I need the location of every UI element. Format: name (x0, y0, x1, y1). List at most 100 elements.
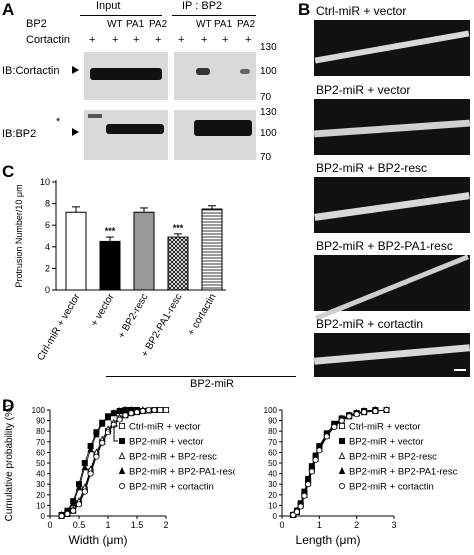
y-tick-label: 50 (36, 459, 45, 468)
series-5-point (290, 511, 297, 518)
plus-2: + (112, 34, 119, 46)
mw-bottom-130: 130 (260, 107, 277, 118)
y-tick-label: 10 (40, 177, 50, 187)
x-tick-label: 1 (105, 520, 110, 530)
legend-label-2: BP2-miR + vector (349, 437, 424, 448)
y-tick-label: 0 (45, 285, 50, 295)
bp2-row-label: BP2 (26, 18, 47, 30)
y-tick-label: 100 (32, 406, 46, 415)
y-axis-label: Protrusion Number/10 μm (14, 184, 24, 287)
lane-wt-input: WT (107, 19, 123, 30)
x-tick-label: 2 (354, 520, 359, 530)
mw-top-70: 70 (260, 92, 272, 103)
series-4-point (110, 409, 118, 417)
series-4-point (93, 430, 100, 438)
y-tick-label: 0 (273, 512, 278, 521)
series-5-point (64, 510, 71, 517)
legend-label-4: BP2-miR + BP2-PA1-resc (129, 467, 235, 478)
series-line-5 (292, 409, 387, 516)
y-tick-label: 70 (268, 438, 277, 447)
micrograph-bp2-cortactin (313, 333, 471, 377)
bp2-mir-group-label: BP2-miR (190, 378, 235, 390)
y-tick-label: 50 (268, 459, 277, 468)
legend-marker-2 (339, 438, 346, 445)
legend-label-5: BP2-miR + cortactin (129, 482, 214, 493)
series-5-point (312, 456, 319, 463)
legend-marker-5 (339, 483, 346, 490)
series-5-point (99, 439, 106, 446)
bp2-ip-blot (174, 110, 256, 160)
lane-wt-ip: WT (196, 19, 212, 30)
y-tick-label: 40 (268, 470, 277, 479)
series-5-point (133, 409, 140, 416)
x-tick-label: 1.5 (131, 520, 144, 530)
legend-marker-4 (338, 466, 346, 474)
category-label-5: + cortactin (186, 292, 219, 338)
series-4-point (69, 499, 77, 507)
series-5-point (293, 508, 300, 515)
panel-c-label: C (2, 162, 15, 181)
scale-bar (454, 369, 466, 371)
y-tick-label: 90 (268, 417, 277, 426)
lane-pa1-input: PA1 (126, 19, 145, 30)
bar-1 (65, 211, 87, 291)
y-tick-label: 10 (36, 501, 45, 510)
plus-8: + (245, 34, 252, 46)
legend-marker-5 (119, 483, 126, 490)
ip-group-label: IP : BP2 (182, 0, 223, 12)
series-4-point (98, 419, 106, 427)
plus-7: + (222, 34, 229, 46)
bar-5 (201, 208, 223, 291)
significance-star: * (108, 429, 112, 440)
micrograph-4-title: BP2-miR + BP2-PA1-resc (316, 239, 453, 253)
series-1-point (162, 406, 169, 413)
y-tick-label: 8 (45, 199, 50, 209)
plus-3: + (133, 34, 140, 46)
series-5-point (372, 408, 379, 415)
y-tick-label: 30 (36, 480, 45, 489)
x-tick-label: 3 (391, 520, 396, 530)
bar-3 (133, 211, 155, 291)
panel-d-label: D (2, 396, 15, 415)
legend-marker-3 (118, 451, 126, 459)
series-5-point (316, 447, 323, 454)
series-5-point (323, 433, 330, 440)
series-5-point (346, 413, 353, 420)
series-5-point (151, 406, 158, 413)
y-tick-label: 4 (45, 242, 50, 252)
cortactin-arrow-icon (72, 66, 79, 74)
panel-a-label: A (2, 0, 15, 19)
lane-pa1-ip: PA1 (214, 19, 233, 30)
series-5-point (105, 429, 112, 436)
legend-label-5: BP2-miR + cortactin (349, 482, 434, 493)
legend-label-3: BP2-miR + BP2-resc (349, 452, 437, 463)
micrograph-2-title: BP2-miR + vector (316, 83, 411, 97)
legend-marker-4 (118, 466, 126, 474)
y-tick-label: 6 (45, 220, 50, 230)
x-tick-label: 2 (163, 520, 168, 530)
micrograph-bp2-pa1-resc (314, 254, 470, 321)
lane-pa2-input: PA2 (149, 19, 168, 30)
series-5-point (81, 488, 88, 495)
legend-marker-2 (119, 438, 126, 445)
x-tick-label: 1 (317, 520, 322, 530)
bar-2 (99, 240, 121, 291)
cortactin-ip-blot (174, 52, 256, 100)
micrograph-bp2-vector (313, 99, 471, 155)
protrusion-bar-chart: 0 2 4 6 8 10 Protrusion Number/10 μm Ctrl-miR +… (14, 177, 226, 363)
series-5-point (338, 417, 345, 424)
y-tick-label: 10 (268, 501, 277, 510)
significance-bracket (113, 425, 118, 442)
series-5-point (76, 501, 83, 508)
series-5-point (331, 423, 338, 430)
series-5-point (139, 408, 146, 415)
lane-pa2-ip: PA2 (237, 19, 256, 30)
mw-top-130: 130 (260, 42, 277, 53)
cortactin-input-blot (84, 52, 168, 100)
series-5-point (58, 513, 65, 520)
significance-2: *** (105, 226, 116, 236)
series-5-point (93, 453, 100, 460)
legend-label-1: Ctrl-miR + vector (129, 422, 201, 433)
